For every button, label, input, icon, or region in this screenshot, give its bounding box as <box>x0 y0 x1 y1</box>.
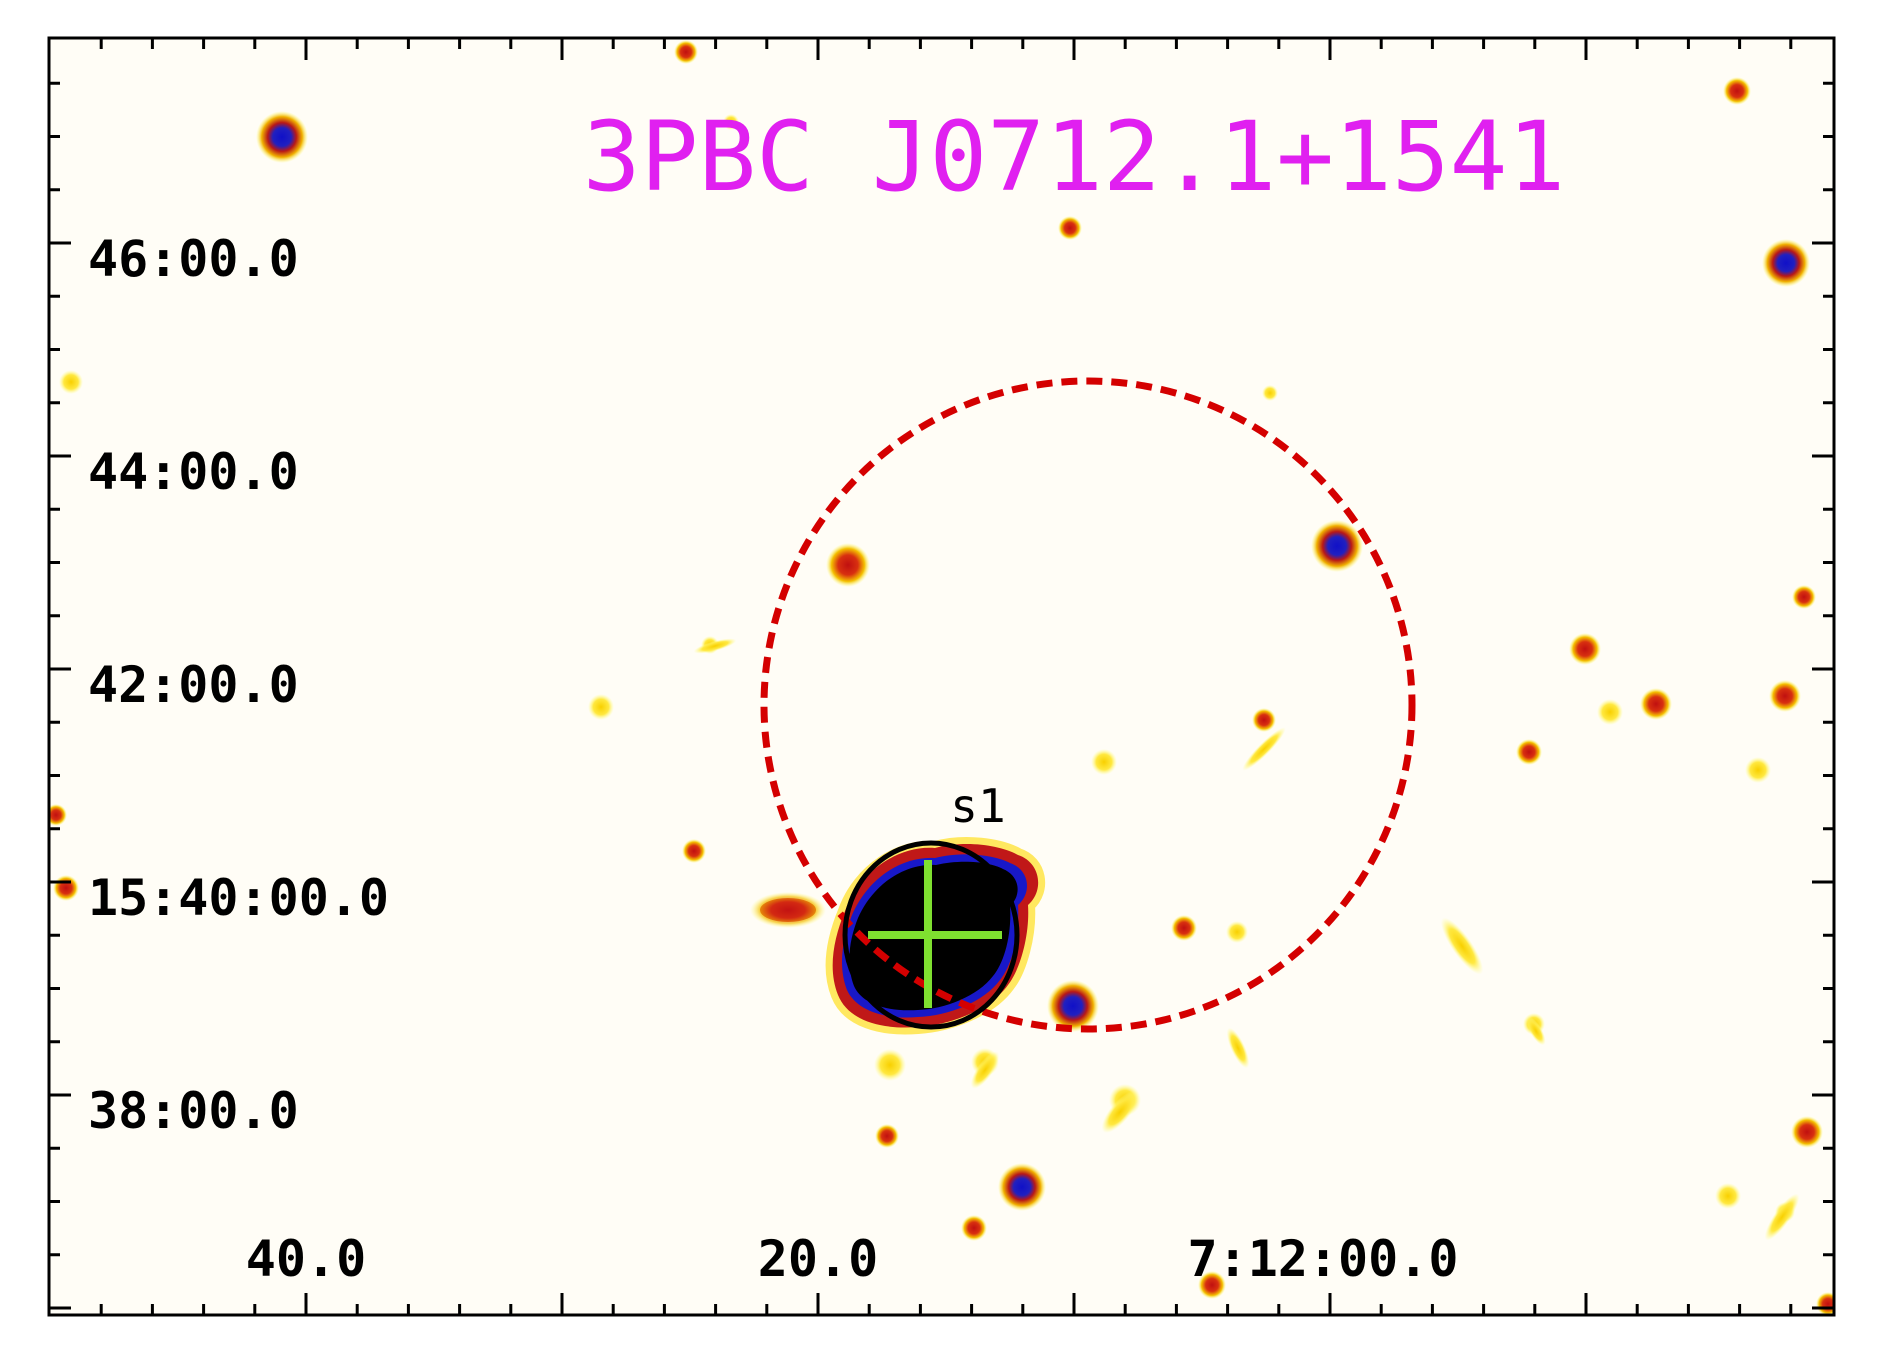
dec-tick-label: 42:00.0 <box>88 656 299 714</box>
faint-source <box>723 114 739 130</box>
ra-tick-label: 7:12:00.0 <box>1188 1230 1459 1288</box>
field-star <box>1791 1116 1823 1148</box>
field-star <box>256 111 308 163</box>
field-star <box>998 1163 1046 1211</box>
crosshair-marker <box>868 860 1002 1008</box>
field-star <box>1252 708 1276 732</box>
figure-title: 3PBC J0712.1+1541 <box>583 101 1566 213</box>
faint-source <box>59 370 83 394</box>
faint-source <box>1745 757 1771 783</box>
field-star <box>1516 739 1542 765</box>
faint-source <box>1262 385 1278 401</box>
streak <box>693 638 737 654</box>
field-star <box>875 1124 899 1148</box>
image-background <box>49 38 1834 1315</box>
field-star <box>961 1215 987 1241</box>
field-star <box>1569 633 1601 665</box>
streak <box>1242 727 1286 771</box>
ra-tick-label: 20.0 <box>758 1230 878 1288</box>
faint-source <box>1226 921 1248 943</box>
ra-tick-label: 40.0 <box>246 1230 366 1288</box>
source-label: s1 <box>950 779 1005 833</box>
field-star <box>1769 680 1801 712</box>
faint-source <box>588 694 614 720</box>
dec-tick-label: 46:00.0 <box>88 230 299 288</box>
faint-source <box>1715 1183 1741 1209</box>
field-star <box>1047 980 1099 1032</box>
error-circle <box>760 377 1416 1033</box>
field-star <box>1792 585 1816 609</box>
field-star <box>1762 239 1810 287</box>
field-star <box>1058 216 1082 240</box>
dec-tick-label: 15:40:00.0 <box>88 869 389 927</box>
field-star <box>1723 77 1751 105</box>
field-star <box>1198 1271 1226 1299</box>
axis-frame <box>47 36 1836 1317</box>
field-star <box>1171 915 1197 941</box>
ra-axis-labels: 40.0 20.0 7:12:00.0 <box>246 1230 1459 1288</box>
streak <box>1526 1016 1546 1046</box>
streak <box>1101 1091 1139 1133</box>
field-star <box>49 804 67 826</box>
plot-frame <box>47 36 1836 1317</box>
field-star <box>53 875 79 901</box>
source-circle <box>842 840 1020 1030</box>
streak <box>1226 1027 1250 1069</box>
streak <box>1764 1193 1800 1241</box>
faint-source <box>1091 749 1117 775</box>
streak <box>1440 917 1484 975</box>
streak <box>970 1051 1000 1089</box>
field-star <box>1640 688 1672 720</box>
faint-source <box>874 1049 906 1081</box>
dec-tick-label: 44:00.0 <box>88 443 299 501</box>
field-star <box>682 839 706 863</box>
field-star <box>674 40 698 64</box>
field-star <box>826 543 870 587</box>
field-star <box>1311 520 1363 572</box>
dec-tick-label: 38:00.0 <box>88 1082 299 1140</box>
faint-source <box>1597 699 1623 725</box>
dec-axis-labels: 46:00.0 44:00.0 42:00.0 15:40:00.0 38:00… <box>88 230 389 1140</box>
field-star <box>1816 1292 1834 1315</box>
